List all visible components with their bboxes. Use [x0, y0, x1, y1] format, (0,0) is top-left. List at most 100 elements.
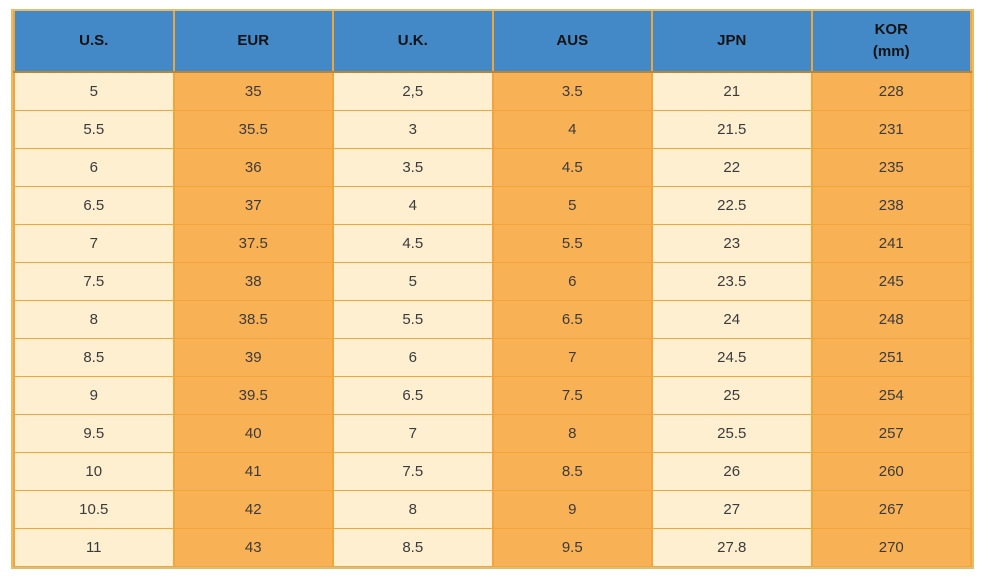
column-header-label: U.K.: [397, 32, 428, 50]
table-cell: 260: [810, 452, 972, 491]
table-row: 7.5 38 5 6 23.5 245: [13, 262, 972, 301]
table-cell: 4.5: [332, 224, 494, 263]
table-cell: 23: [651, 224, 813, 263]
table-cell: 238: [810, 186, 972, 225]
table-cell: 39: [172, 338, 334, 377]
table-cell: 25: [651, 376, 813, 415]
table-cell: 8: [491, 414, 653, 453]
column-header-label: EUR: [237, 32, 270, 50]
table-cell: 3.5: [491, 71, 653, 111]
column-header-jpn: JPN: [651, 11, 813, 73]
table-cell: 5.5: [332, 300, 494, 339]
table-cell: 38.5: [172, 300, 334, 339]
table-cell: 7.5: [13, 262, 175, 301]
table-header: U.S. EUR U.K. AUS JPN KOR (mm): [13, 11, 972, 73]
table-header-row: U.S. EUR U.K. AUS JPN KOR (mm): [13, 11, 972, 73]
table-row: 11 43 8.5 9.5 27.8 270: [13, 528, 972, 567]
table-cell: 257: [810, 414, 972, 453]
table-cell: 7: [332, 414, 494, 453]
table-cell: 24: [651, 300, 813, 339]
table-cell: 6: [13, 148, 175, 187]
table-cell: 10.5: [13, 490, 175, 529]
table-cell: 8.5: [13, 338, 175, 377]
table-row: 6 36 3.5 4.5 22 235: [13, 148, 972, 187]
table-row: 8.5 39 6 7 24.5 251: [13, 338, 972, 377]
table-row: 7 37.5 4.5 5.5 23 241: [13, 224, 972, 263]
table-cell: 248: [810, 300, 972, 339]
table-cell: 37: [172, 186, 334, 225]
table-cell: 251: [810, 338, 972, 377]
table-row: 10.5 42 8 9 27 267: [13, 490, 972, 529]
table-cell: 42: [172, 490, 334, 529]
table-cell: 7.5: [491, 376, 653, 415]
table-cell: 6.5: [491, 300, 653, 339]
table-cell: 22: [651, 148, 813, 187]
column-header-uk: U.K.: [332, 11, 494, 73]
size-chart-table-wrapper: U.S. EUR U.K. AUS JPN KOR (mm) 5 35 2,5 3.5…: [11, 9, 974, 569]
table-cell: 35.5: [172, 110, 334, 149]
table-cell: 4.5: [491, 148, 653, 187]
table-cell: 6: [491, 262, 653, 301]
table-cell: 22.5: [651, 186, 813, 225]
table-cell: 8.5: [491, 452, 653, 491]
table-cell: 3: [332, 110, 494, 149]
table-row: 10 41 7.5 8.5 26 260: [13, 452, 972, 491]
table-cell: 9.5: [13, 414, 175, 453]
table-cell: 6.5: [332, 376, 494, 415]
table-cell: 5.5: [491, 224, 653, 263]
table-cell: 4: [491, 110, 653, 149]
table-cell: 7: [13, 224, 175, 263]
table-cell: 9: [13, 376, 175, 415]
table-cell: 38: [172, 262, 334, 301]
table-cell: 35: [172, 71, 334, 111]
table-cell: 6: [332, 338, 494, 377]
table-cell: 10: [13, 452, 175, 491]
table-cell: 21.5: [651, 110, 813, 149]
table-cell: 9: [491, 490, 653, 529]
table-cell: 5: [491, 186, 653, 225]
table-cell: 2,5: [332, 71, 494, 111]
column-header-label: AUS: [556, 32, 589, 50]
table-cell: 270: [810, 528, 972, 567]
table-row: 8 38.5 5.5 6.5 24 248: [13, 300, 972, 339]
table-cell: 5: [332, 262, 494, 301]
table-cell: 6.5: [13, 186, 175, 225]
table-cell: 4: [332, 186, 494, 225]
table-cell: 27: [651, 490, 813, 529]
table-cell: 23.5: [651, 262, 813, 301]
table-cell: 41: [172, 452, 334, 491]
table-cell: 7.5: [332, 452, 494, 491]
table-cell: 228: [810, 71, 972, 111]
table-cell: 43: [172, 528, 334, 567]
table-cell: 241: [810, 224, 972, 263]
table-cell: 5: [13, 71, 175, 111]
table-body: 5 35 2,5 3.5 21 228 5.5 35.5 3 4 21.5 231 6 36 3.5 4.5 2…: [13, 71, 972, 567]
column-header-label: U.S.: [79, 32, 109, 50]
column-header-kor: KOR (mm): [810, 11, 972, 73]
table-cell: 21: [651, 71, 813, 111]
table-cell: 25.5: [651, 414, 813, 453]
column-header-label: JPN: [717, 32, 747, 50]
table-cell: 8.5: [332, 528, 494, 567]
table-row: 6.5 37 4 5 22.5 238: [13, 186, 972, 225]
table-cell: 11: [13, 528, 175, 567]
table-row: 9.5 40 7 8 25.5 257: [13, 414, 972, 453]
column-header-label: KOR: [874, 21, 908, 39]
table-cell: 36: [172, 148, 334, 187]
table-cell: 231: [810, 110, 972, 149]
column-header-aus: AUS: [491, 11, 653, 73]
table-cell: 8: [332, 490, 494, 529]
table-cell: 27.8: [651, 528, 813, 567]
table-cell: 245: [810, 262, 972, 301]
table-cell: 37.5: [172, 224, 334, 263]
shoe-size-conversion-table: U.S. EUR U.K. AUS JPN KOR (mm) 5 35 2,5 3.5…: [13, 11, 972, 567]
table-cell: 235: [810, 148, 972, 187]
table-cell: 254: [810, 376, 972, 415]
table-cell: 26: [651, 452, 813, 491]
table-cell: 267: [810, 490, 972, 529]
column-header-eur: EUR: [172, 11, 334, 73]
table-cell: 3.5: [332, 148, 494, 187]
table-cell: 8: [13, 300, 175, 339]
table-cell: 9.5: [491, 528, 653, 567]
table-row: 9 39.5 6.5 7.5 25 254: [13, 376, 972, 415]
